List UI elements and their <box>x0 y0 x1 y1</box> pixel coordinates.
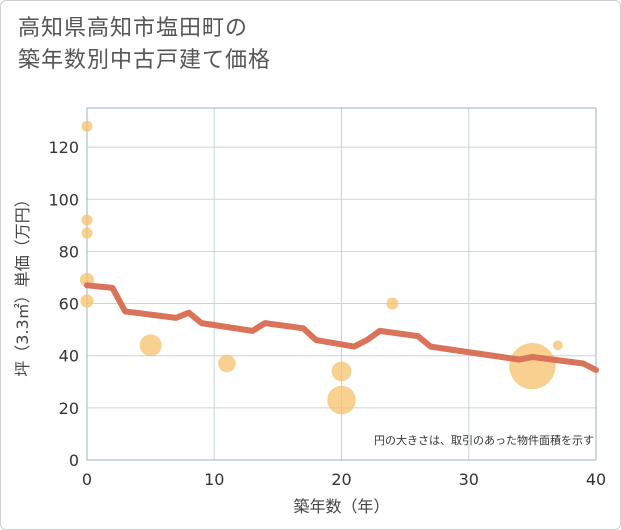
y-axis-label: 坪（3.3㎡）単価（万円） <box>13 191 32 376</box>
x-tick-label: 40 <box>586 470 606 489</box>
y-tick-label: 100 <box>48 190 79 209</box>
chart-title: 高知県高知市塩田町の 築年数別中古戸建て価格 <box>18 13 271 77</box>
bubble-2 <box>81 227 93 239</box>
x-tick-label: 20 <box>331 470 351 489</box>
y-tick-label: 40 <box>59 347 79 366</box>
bubble-6 <box>218 354 236 373</box>
size-note: 円の大きさは、取引のあった物件面積を示す <box>374 433 594 447</box>
y-tick-label: 0 <box>69 451 79 470</box>
x-axis-label: 築年数（年） <box>293 497 389 516</box>
bubble-5 <box>139 334 162 357</box>
bubble-9 <box>386 297 399 310</box>
y-tick-label: 80 <box>59 242 79 261</box>
bubble-7 <box>331 361 352 382</box>
chart-title-line1: 高知県高知市塩田町の <box>18 16 249 41</box>
y-tick-label: 120 <box>48 138 79 157</box>
bubble-layer <box>79 120 563 415</box>
x-tick-label: 0 <box>82 470 92 489</box>
y-tick-label: 20 <box>59 399 79 418</box>
x-tick-label: 30 <box>459 470 479 489</box>
trend-line <box>84 282 599 373</box>
bubble-0 <box>81 120 93 132</box>
x-tick-labels: 0 10 20 30 40 <box>82 470 606 489</box>
bubble-8 <box>327 385 356 415</box>
bubble-10 <box>509 343 556 390</box>
x-tick-label: 10 <box>204 470 224 489</box>
chart-title-line2: 築年数別中古戸建て価格 <box>18 48 272 73</box>
y-tick-label: 60 <box>59 295 79 314</box>
bubble-4 <box>80 294 94 308</box>
y-tick-labels: 0 20 40 60 80 100 120 <box>48 138 79 470</box>
bubble-11 <box>552 340 563 351</box>
bubble-1 <box>81 214 93 226</box>
